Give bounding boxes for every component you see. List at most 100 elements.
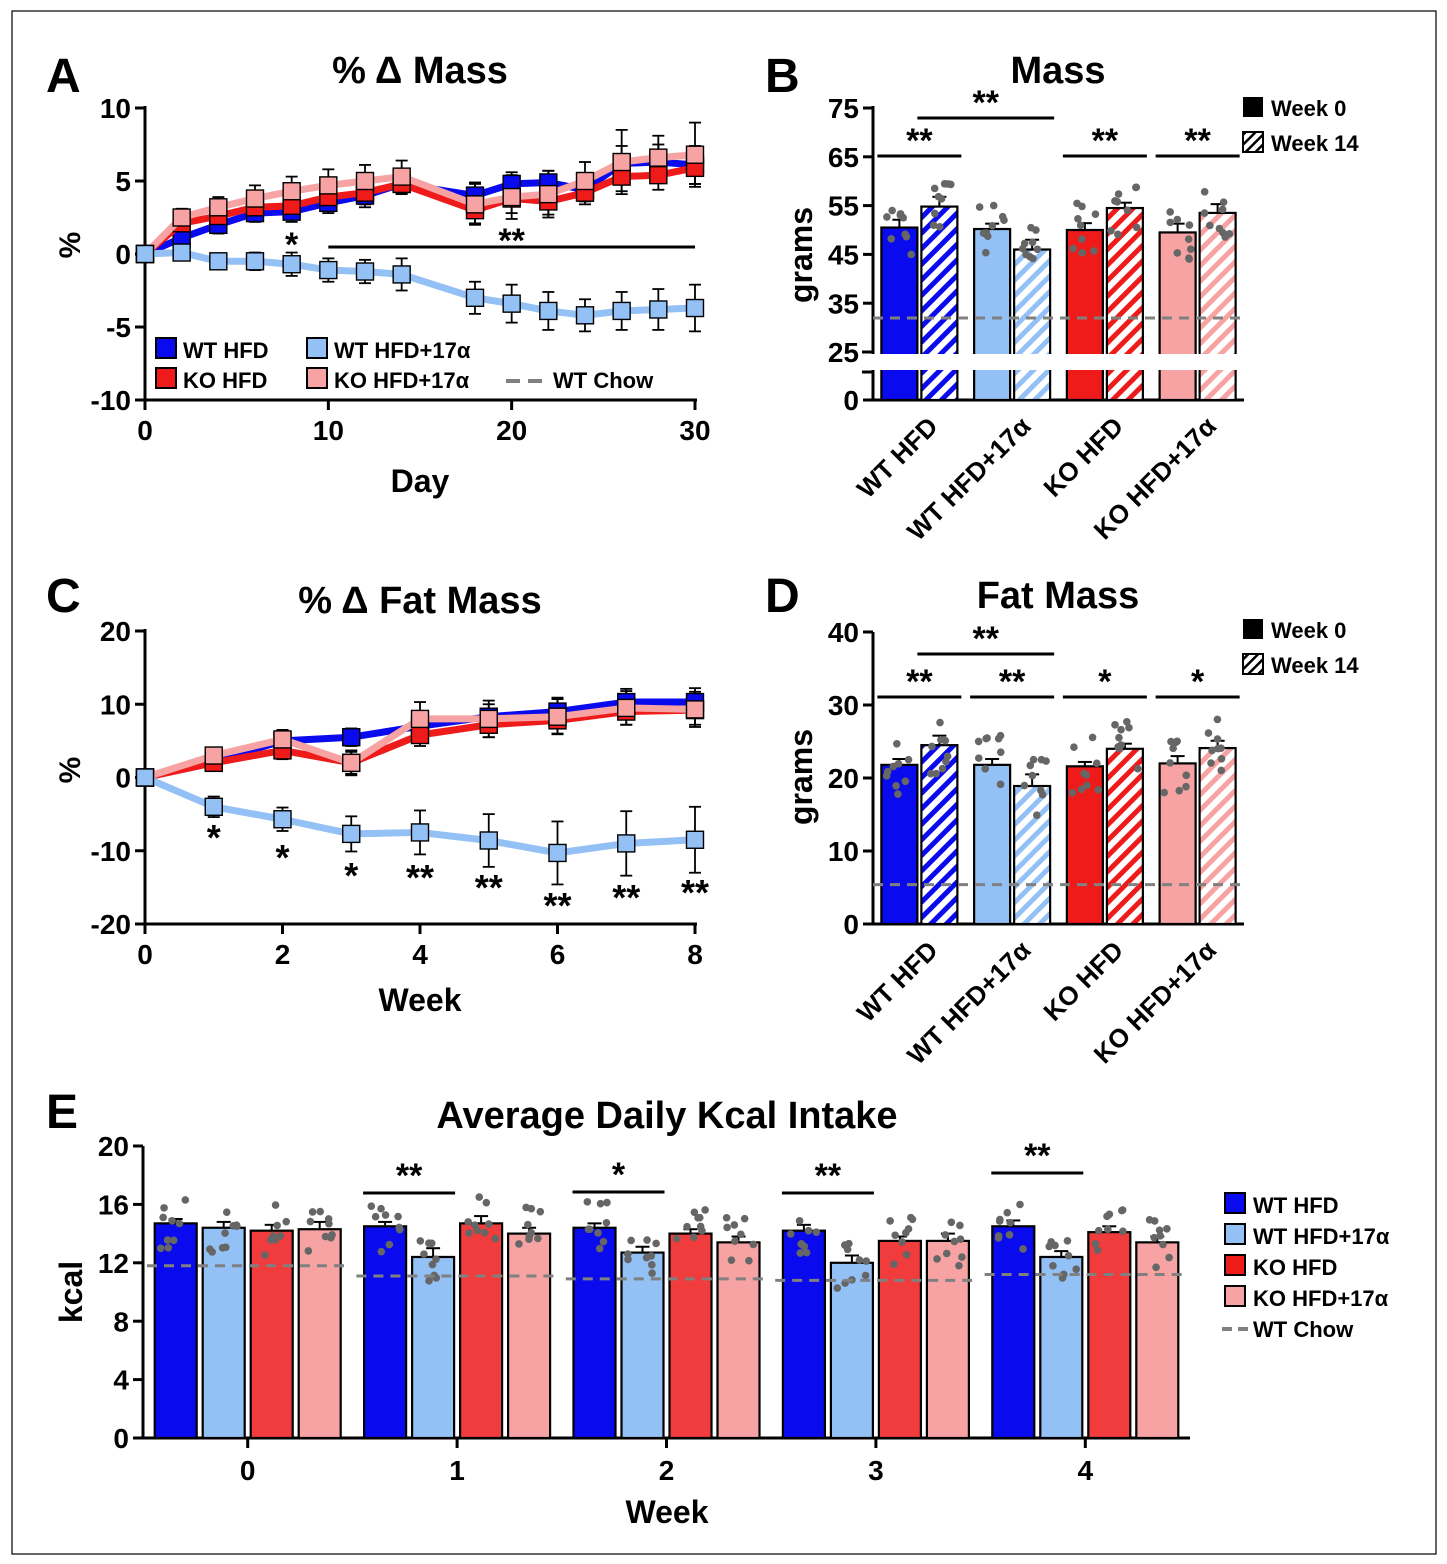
panel-d-sig-star: ** [906,663,933,701]
legend-label-e-ko-hfd: KO HFD [1253,1255,1337,1280]
panel-a-point-wt-hfd-17a [649,300,668,319]
panel-a-sig-star: ** [498,222,525,260]
panel-b-ytick-label: 35 [828,288,859,319]
figure-border [11,10,1437,1555]
panel-a-point-wt-hfd-17a [282,255,301,274]
panel-e-dot [624,1250,632,1258]
panel-b-dot [1028,238,1037,247]
panel-e-dot [956,1221,964,1230]
panel-e-dot [583,1198,592,1206]
panel-e-dot [1156,1232,1164,1240]
panel-e-dot [425,1277,433,1285]
panel-d-dot [1171,738,1180,747]
panel-e-dot [891,1231,899,1240]
panel-e-dot [1159,1240,1167,1249]
panel-a-point-wt-hfd-17a [355,262,375,281]
panel-letter-d: D [765,570,800,623]
legend-label-ko-hfd: KO HFD [183,368,267,393]
panel-a-point-wt-hfd-17a [612,301,631,321]
panel-a-point-ko-hfd-17a [649,148,668,167]
panel-e-dot [1119,1227,1127,1236]
panel-b-dot [1113,197,1122,206]
panel-e-sig-star: * [612,1156,626,1194]
panel-a-ytick-label: -10 [91,385,131,416]
panel-b-category-label: KO HFD [1037,411,1129,503]
panel-e-dot [1118,1206,1127,1214]
panel-e-dot [1155,1226,1164,1235]
panel-a-point-ko-hfd-17a [319,176,338,195]
panel-d-dot [982,734,990,743]
panel-letter-b: B [765,50,800,103]
panel-a-point-ko-hfd-17a [392,167,411,186]
panel-d-dot [941,736,950,745]
panel-e-dot [890,1260,898,1268]
panel-d-category-label: KO HFD [1037,935,1129,1027]
panel-e-bar-ko-hfd-17a [925,1239,971,1440]
panel-e-bar-ko-hfd-17a [716,1241,761,1440]
panel-a-point-wt-hfd-17a [245,252,265,271]
panel-e-dot [480,1228,489,1237]
panel-e-dot [1093,1246,1102,1254]
panel-b-ytick-label: 25 [828,337,859,368]
panel-d-dot [1204,729,1213,737]
panel-e-ytick-label: 16 [98,1189,129,1220]
panel-e-bar-wt-hfd-17a [1039,1255,1084,1440]
panel-b-dot [930,184,939,193]
panel-e-dot [942,1249,951,1258]
panel-e-dot [164,1243,173,1252]
panel-a-title: % Δ Mass [332,50,508,92]
panel-e-dot [902,1229,910,1237]
panel-d-sig-star: ** [973,620,1000,658]
panel-d-dot [892,782,900,790]
panel-a-point-wt-hfd-17a [135,244,155,264]
panel-e-dot [428,1260,437,1269]
panel-b-dot [887,235,896,243]
panel-e-dot [536,1207,545,1216]
panel-c-point-wt-hfd-17a [548,843,567,863]
panel-b-ytick-label: 55 [828,191,859,222]
panel-e-bar-wt-hfd [363,1225,408,1440]
panel-e-dot [749,1240,758,1249]
panel-b-legend: Week 0 Week 14 [1242,96,1359,156]
panel-d-dot [1208,746,1216,755]
panel-b-dot [1029,254,1037,263]
panel-c-xlabel: Week [378,982,461,1018]
panel-d-dot [1070,743,1078,752]
panel-e-xtick-label: 4 [1078,1455,1094,1486]
panel-c-point-ko-hfd-17a [273,730,292,749]
panel-e-dot [731,1237,739,1245]
panel-c-xtick-label: 6 [550,939,566,970]
panel-e-bar-wt-hfd [991,1225,1036,1440]
panel-b-ytick-label: 75 [828,93,859,124]
panel-b-dot [1185,254,1193,262]
panel-d-dot [974,737,983,746]
panel-b-dot [1123,206,1132,215]
panel-b-dot [899,213,907,222]
panel-e-plot: 20 16 12 8 4 0 0 1 ** 2 * 3 ** 4 ** [98,1131,1190,1486]
panel-a-point-wt-hfd-17a [319,260,338,280]
panel-e-dot [181,1196,190,1204]
panel-b-ylabel: grams [783,207,819,303]
panel-e-dot [643,1236,651,1244]
panel-e-bar-ko-hfd [249,1229,294,1440]
panel-b-dot [1219,228,1227,237]
panel-e-dot [175,1219,184,1228]
panel-d-dot [1083,781,1091,790]
panel-c-point-wt-hfd-17a [204,797,223,816]
panel-c-point-wt-hfd-17a [410,823,430,842]
panel-b-dot [1206,221,1214,230]
panel-e-dot [690,1208,699,1217]
panel-d-dot [932,769,940,778]
panel-e-dot [205,1245,214,1254]
panel-d-dot [1166,759,1174,767]
panel-b-dot [1173,249,1182,257]
panel-e-dot [1091,1240,1100,1248]
panel-a-ylabel: % [54,232,87,259]
panel-b-ytick-label: 0 [843,385,859,416]
panel-e-ytick-label: 20 [98,1131,129,1162]
panel-c-point-ko-hfd-17a [342,753,361,773]
panel-b-dot [1076,221,1085,230]
panel-c-ytick-label: 10 [100,689,131,720]
panel-e-dot [886,1217,894,1225]
panel-e-bar-wt-hfd-17a [411,1255,456,1440]
